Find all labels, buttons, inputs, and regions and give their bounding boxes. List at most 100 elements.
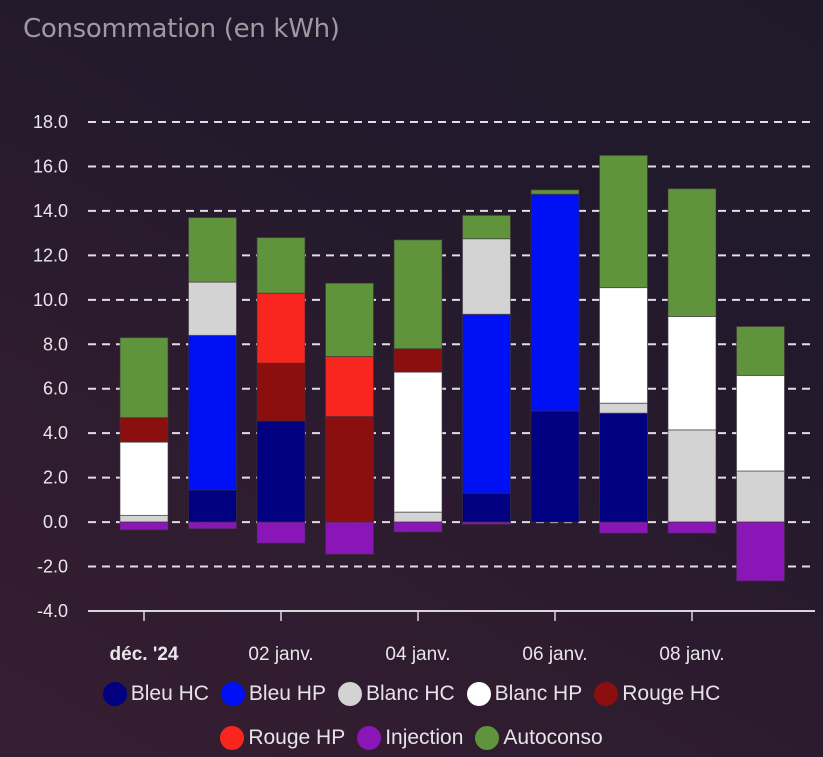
- legend-label: Bleu HP: [248, 682, 326, 705]
- bar-segment-blanc-hc[interactable]: 04 janv. — Blanc HC: 0.45: [393, 511, 443, 523]
- bar-stack[interactable]: 05 janv. — Bleu HC: 1.305 janv. — Bleu H…: [462, 214, 511, 525]
- bar-segment-injection[interactable]: 05 janv. — Injection: -0.1: [462, 521, 511, 525]
- legend-item-blanc-hc[interactable]: Blanc HC: [337, 676, 455, 712]
- legend-label: Bleu HC: [130, 682, 209, 705]
- bar-segment-autoconso[interactable]: 08 janv. — Autoconso: 5.75: [667, 188, 717, 317]
- bar-segment-autoconso[interactable]: 09 janv. — Autoconso: 2.2: [736, 325, 785, 376]
- legend-color-dot-icon: [466, 682, 491, 706]
- bar-segment-rouge-hc[interactable]: 02 janv. — Rouge HC: 2.6: [256, 362, 306, 422]
- y-tick-label: 16.0: [33, 156, 68, 176]
- legend-label: Rouge HP: [248, 726, 346, 749]
- legend-color-dot-icon: [102, 682, 127, 706]
- bar-segment-bleu-hp[interactable]: 05 janv. — Bleu HP: 8.05: [462, 313, 511, 494]
- bar-segment-bleu-hp[interactable]: 01 janv. — Bleu HP: 6.95: [188, 334, 237, 491]
- y-tick-label: 6.0: [43, 379, 68, 399]
- y-tick-label: 0.0: [43, 512, 68, 532]
- legend-color-dot-icon: [475, 726, 500, 750]
- y-tick-label: 18.0: [33, 112, 68, 132]
- bar-segment-autoconso[interactable]: 01 janv. — Autoconso: 2.9: [188, 217, 237, 283]
- bar-segment-injection[interactable]: 02 janv. — Injection: -0.95: [256, 521, 306, 544]
- legend-item-bleu-hp[interactable]: Bleu HP: [220, 676, 326, 712]
- y-axis: 18.0 16.0 14.0 12.0 10.0 8.0 6.0 4.0 2.0 0.0 -2.0 -…: [33, 112, 68, 621]
- bar-stack[interactable]: 03 janv. — Rouge HC: 4.7503 janv. — Roug…: [325, 282, 374, 555]
- x-axis: déc. '24 02 janv. 04 janv. 06 janv. 08 janv.: [110, 611, 725, 665]
- bar-segment-blanc-hp[interactable]: 04 janv. — Blanc HP: 6.3: [393, 371, 443, 513]
- bar-stack[interactable]: 07 janv. — Bleu HC: 4.907 janv. — Blanc …: [599, 154, 648, 534]
- bar-segment-autoconso[interactable]: 04 janv. — Autoconso: 4.9: [393, 239, 443, 350]
- bar-segment-blanc-hc[interactable]: 31 déc. — Blanc HC: 0.3: [119, 514, 169, 523]
- bar-segment-autoconso[interactable]: 03 janv. — Autoconso: 3.3: [325, 282, 374, 357]
- x-tick-label: 02 janv.: [248, 644, 313, 665]
- bar-segment-rouge-hp[interactable]: 03 janv. — Rouge HP: 2.7: [325, 355, 374, 418]
- legend-color-dot-icon: [357, 726, 382, 750]
- x-tick-label: 04 janv.: [385, 644, 450, 665]
- bar-segment-bleu-hp[interactable]: 06 janv. — Bleu HP: 9.75: [530, 193, 580, 412]
- bar-stack[interactable]: 01 janv. — Bleu HC: 1.4501 janv. — Bleu …: [188, 217, 237, 530]
- legend-item-rouge-hp[interactable]: Rouge HP: [220, 720, 345, 756]
- bar-segment-rouge-hc[interactable]: 04 janv. — Rouge HC: 1.05: [393, 348, 443, 373]
- bar-segment-blanc-hc[interactable]: 07 janv. — Blanc HC: 0.45: [599, 402, 648, 414]
- bar-segment-injection[interactable]: 09 janv. — Injection: -2.65: [736, 521, 785, 582]
- bar-segment-bleu-hc[interactable]: 05 janv. — Bleu HC: 1.3: [462, 492, 511, 523]
- y-tick-label: 2.0: [43, 468, 68, 488]
- legend-item-blanc-hp[interactable]: Blanc HP: [466, 676, 583, 712]
- bars: 31 déc. — Blanc HC: 0.331 déc. — Blanc H…: [119, 154, 785, 582]
- chart-title: Consommation (en kWh): [23, 14, 340, 44]
- bar-segment-autoconso[interactable]: 02 janv. — Autoconso: 2.5: [256, 237, 306, 294]
- bar-segment-injection[interactable]: 04 janv. — Injection: -0.45: [393, 521, 443, 533]
- legend-label: Injection: [385, 726, 464, 749]
- bar-segment-autoconso[interactable]: 05 janv. — Autoconso: 1.05: [462, 214, 511, 240]
- bar-segment-blanc-hc[interactable]: 01 janv. — Blanc HC: 2.4: [188, 281, 237, 336]
- bar-segment-blanc-hp[interactable]: 08 janv. — Blanc HP: 5.1: [667, 315, 717, 431]
- bar-segment-bleu-hc[interactable]: 06 janv. — Bleu HC: 5: [530, 410, 580, 523]
- bar-segment-bleu-hc[interactable]: 07 janv. — Bleu HC: 4.9: [599, 412, 648, 523]
- bar-segment-injection[interactable]: 08 janv. — Injection: -0.5: [667, 521, 717, 534]
- legend-label: Blanc HC: [365, 682, 455, 705]
- bar-segment-autoconso[interactable]: 31 déc. — Autoconso: 3.6: [119, 337, 169, 419]
- bar-segment-blanc-hp[interactable]: 07 janv. — Blanc HP: 5.2: [599, 287, 648, 404]
- bar-segment-injection[interactable]: 03 janv. — Injection: -1.45: [325, 521, 374, 555]
- bar-segment-injection[interactable]: 31 déc. — Injection: -0.35: [119, 521, 169, 531]
- bar-stack[interactable]: 06 janv. — Bleu HC: 506 janv. — Bleu HP:…: [530, 189, 580, 523]
- bar-segment-bleu-hc[interactable]: 02 janv. — Bleu HC: 4.55: [256, 420, 306, 523]
- legend-item-injection[interactable]: Injection: [357, 720, 463, 756]
- legend-item-autoconso[interactable]: Autoconso: [475, 720, 603, 756]
- bar-segment-rouge-hp[interactable]: 02 janv. — Rouge HP: 3.15: [256, 292, 306, 364]
- legend-color-dot-icon: [594, 682, 619, 706]
- bar-segment-autoconso[interactable]: 07 janv. — Autoconso: 5.95: [599, 154, 648, 289]
- legend-label: Autoconso: [503, 726, 603, 749]
- y-tick-label: 8.0: [43, 334, 68, 354]
- legend-label: Blanc HP: [494, 682, 583, 705]
- y-tick-label: 12.0: [33, 245, 68, 265]
- bar-stack[interactable]: 31 déc. — Blanc HC: 0.331 déc. — Blanc H…: [119, 337, 169, 531]
- bar-segment-autoconso[interactable]: 06 janv. — Autoconso: 0.2: [530, 189, 580, 195]
- bar-stack[interactable]: 08 janv. — Blanc HC: 4.1508 janv. — Blan…: [667, 188, 717, 534]
- legend-color-dot-icon: [220, 682, 245, 706]
- bar-segment-injection[interactable]: 07 janv. — Injection: -0.5: [599, 521, 648, 534]
- legend-label: Rouge HC: [622, 682, 721, 705]
- x-tick-label: 06 janv.: [522, 644, 587, 665]
- x-tick-label: 08 janv.: [659, 644, 724, 665]
- y-tick-label: 10.0: [33, 290, 68, 310]
- bar-segment-rouge-hc[interactable]: 31 déc. — Rouge HC: 1.1: [119, 417, 169, 443]
- bar-segment-blanc-hc[interactable]: 09 janv. — Blanc HC: 2.3: [736, 470, 785, 523]
- bar-segment-injection[interactable]: 01 janv. — Injection: -0.3: [188, 521, 237, 530]
- bar-stack[interactable]: 09 janv. — Blanc HC: 2.309 janv. — Blanc…: [736, 325, 785, 582]
- bar-segment-blanc-hc[interactable]: 08 janv. — Blanc HC: 4.15: [667, 429, 717, 523]
- bar-segment-bleu-hc[interactable]: 01 janv. — Bleu HC: 1.45: [188, 489, 237, 523]
- bar-stack[interactable]: 04 janv. — Blanc HC: 0.4504 janv. — Blan…: [393, 239, 443, 533]
- y-tick-label: 4.0: [43, 423, 68, 443]
- bar-segment-rouge-hc[interactable]: 03 janv. — Rouge HC: 4.75: [325, 416, 374, 523]
- bar-segment-blanc-hc[interactable]: 05 janv. — Blanc HC: 3.4: [462, 238, 511, 315]
- legend-item-bleu-hc[interactable]: Bleu HC: [102, 676, 209, 712]
- legend-color-dot-icon: [337, 682, 362, 706]
- bar-segment-blanc-hp[interactable]: 31 déc. — Blanc HP: 3.3: [119, 441, 169, 516]
- y-tick-label: -4.0: [37, 601, 68, 621]
- bar-stack[interactable]: 02 janv. — Bleu HC: 4.5502 janv. — Rouge…: [256, 237, 306, 544]
- bar-segment-blanc-hp[interactable]: 09 janv. — Blanc HP: 4.3: [736, 374, 785, 472]
- chart-plot: 18.0 16.0 14.0 12.0 10.0 8.0 6.0 4.0 2.0 0.0 -2.0 -…: [33, 112, 815, 665]
- legend-item-rouge-hc[interactable]: Rouge HC: [594, 676, 720, 712]
- y-tick-label: 14.0: [33, 201, 68, 221]
- y-tick-label: -2.0: [37, 557, 68, 577]
- x-tick-label: déc. '24: [110, 644, 179, 665]
